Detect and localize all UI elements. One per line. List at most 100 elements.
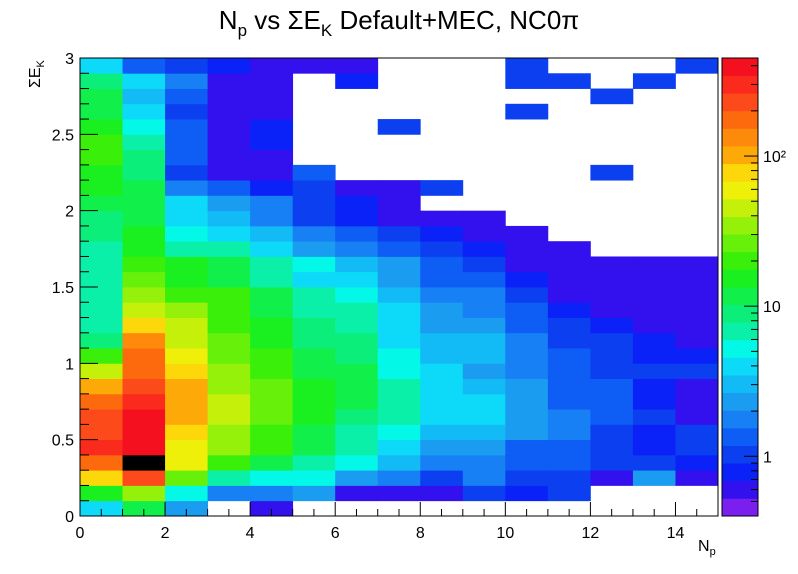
- heatmap-cell: [547, 393, 591, 410]
- heatmap-cell: [207, 225, 251, 242]
- heatmap-cell: [590, 439, 634, 456]
- heatmap-cell: [462, 256, 506, 273]
- heatmap-cell: [462, 302, 506, 318]
- colorbar-swatch: [722, 234, 758, 253]
- heatmap-cell: [165, 58, 208, 74]
- heatmap-cell: [165, 134, 208, 150]
- heatmap-cell: [207, 195, 251, 212]
- heatmap-cell: [207, 271, 251, 288]
- heatmap-cell: [165, 500, 208, 517]
- heatmap-cell: [335, 73, 379, 89]
- heatmap-cell: [547, 363, 591, 379]
- heatmap-cell: [80, 180, 123, 196]
- heatmap-cell: [207, 393, 251, 410]
- heatmap-cell: [250, 454, 294, 471]
- heatmap-cell: [377, 180, 421, 196]
- heatmap-cell: [250, 348, 294, 364]
- heatmap-cell: [590, 454, 634, 471]
- heatmap-cell: [165, 393, 208, 410]
- heatmap-cell: [250, 180, 294, 196]
- heatmap-cell: [292, 256, 336, 273]
- y-tick-label: 1.5: [52, 280, 74, 297]
- heatmap-cell: [632, 439, 676, 456]
- heatmap-cell: [292, 302, 336, 318]
- heatmap-cell: [250, 470, 294, 486]
- heatmap-cell: [165, 271, 208, 288]
- heatmap-cell: [165, 302, 208, 318]
- heatmap-cell: [462, 470, 506, 486]
- heatmap-cell: [590, 378, 634, 395]
- heatmap-cell: [420, 271, 464, 288]
- heatmap-cell: [420, 241, 464, 257]
- heatmap-cell: [250, 500, 294, 517]
- heatmap-cell: [292, 332, 336, 349]
- heatmap-cell: [250, 363, 294, 379]
- heatmap-cell: [165, 103, 208, 120]
- heatmap-cell: [335, 271, 379, 288]
- heatmap-cell: [122, 317, 166, 334]
- heatmap-cell: [165, 210, 208, 227]
- heatmap-cell: [292, 180, 336, 196]
- colorbar-swatch: [722, 251, 758, 270]
- heatmap-cell: [675, 287, 719, 303]
- heatmap-cell: [207, 119, 251, 135]
- heatmap-cell: [165, 409, 208, 425]
- heatmap-cell: [250, 271, 294, 288]
- heatmap-cell: [250, 409, 294, 425]
- heatmap-cell: [377, 424, 421, 441]
- heatmap-cell: [207, 439, 251, 456]
- heatmap-cell: [122, 134, 166, 150]
- heatmap-cell: [122, 164, 166, 181]
- colorbar-swatch: [722, 163, 758, 182]
- heatmap-cell: [292, 485, 336, 502]
- heatmap-cell: [165, 454, 208, 471]
- heatmap-cell: [462, 210, 506, 227]
- heatmap-cell: [207, 210, 251, 227]
- heatmap-cell: [250, 73, 294, 89]
- heatmap-cell: [207, 103, 251, 120]
- heatmap-cell: [505, 317, 549, 334]
- colorbar-swatch: [722, 181, 758, 200]
- heatmap-cell: [250, 119, 294, 135]
- heatmap-cell: [250, 58, 294, 74]
- heatmap-cell: [462, 378, 506, 395]
- heatmap-cell: [547, 485, 591, 502]
- heatmap-cell: [292, 225, 336, 242]
- heatmap-cell: [547, 271, 591, 288]
- heatmap-cell: [165, 149, 208, 166]
- heatmap-cell: [632, 317, 676, 334]
- heatmap-cell: [335, 424, 379, 441]
- heatmap-cell: [122, 302, 166, 318]
- heatmap-cell: [122, 424, 166, 441]
- heatmap-cell: [250, 332, 294, 349]
- heatmap-cell: [420, 454, 464, 471]
- heatmap-cell: [207, 180, 251, 196]
- heatmap-cell: [335, 256, 379, 273]
- heatmap-cell: [250, 378, 294, 395]
- heatmap-cell: [505, 393, 549, 410]
- heatmap-cell: [292, 363, 336, 379]
- heatmap-cell: [165, 287, 208, 303]
- heatmap-cell: [165, 73, 208, 89]
- heatmap-cell: [335, 210, 379, 227]
- y-axis-label: ΣEK: [27, 59, 47, 88]
- colorbar-swatch: [722, 146, 758, 165]
- heatmap-cell: [632, 393, 676, 410]
- heatmap-cell: [590, 470, 634, 486]
- heatmap-cell: [292, 348, 336, 364]
- heatmap-cell: [122, 439, 166, 456]
- heatmap-cell: [632, 348, 676, 364]
- colorbar-swatch: [722, 198, 758, 217]
- heatmap-cell: [675, 363, 719, 379]
- heatmap-cell: [292, 393, 336, 410]
- heatmap-cell: [505, 73, 549, 89]
- heatmap-cell: [420, 439, 464, 456]
- heatmap-cell: [590, 409, 634, 425]
- heatmap-cell: [165, 256, 208, 273]
- heatmap-cell: [462, 271, 506, 288]
- colorbar-swatch: [722, 287, 758, 306]
- heatmap-cell: [292, 241, 336, 257]
- x-tick-label: 12: [582, 525, 600, 542]
- heatmap-cell: [547, 73, 591, 89]
- heatmap-cell: [80, 210, 123, 227]
